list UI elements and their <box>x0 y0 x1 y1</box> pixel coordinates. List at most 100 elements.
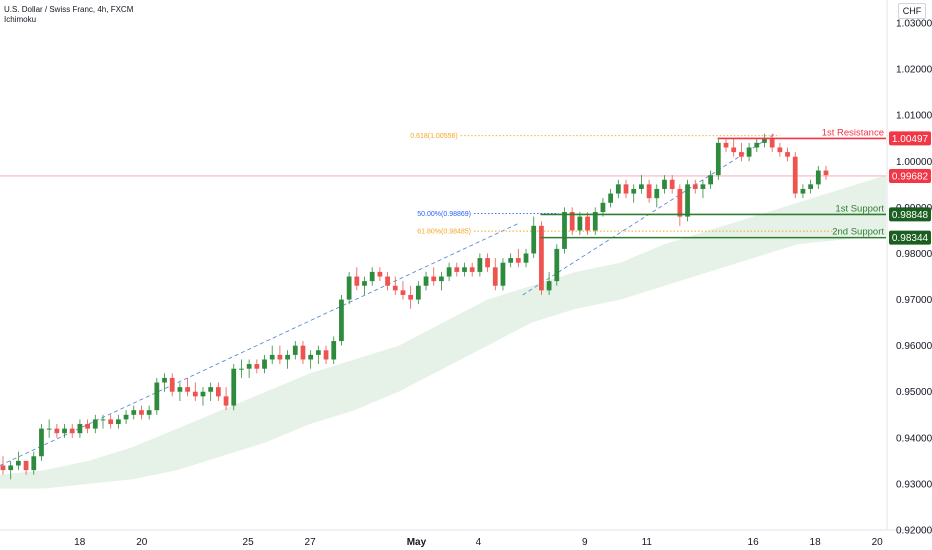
candle-body <box>654 188 660 199</box>
candle-body <box>246 364 252 369</box>
candle-body <box>208 387 214 392</box>
candle-body <box>539 225 544 291</box>
x-tick-label: 18 <box>74 537 86 548</box>
y-tick-label: 1.02000 <box>896 65 932 76</box>
candle-body <box>192 391 198 397</box>
candle-body <box>285 354 290 360</box>
x-tick-label: 20 <box>136 537 148 548</box>
candle-body <box>446 267 452 277</box>
price-tag-label: 0.98848 <box>892 210 929 221</box>
symbol-title: U.S. Dollar / Swiss Franc, 4h, FXCM <box>4 5 134 14</box>
candle-body <box>815 170 821 185</box>
candle-body <box>462 267 467 272</box>
candle-body <box>100 419 106 421</box>
candle-body <box>92 419 98 429</box>
level-name: 2nd Support <box>832 227 884 238</box>
price-tag-label: 1.00497 <box>892 134 929 145</box>
candle-body <box>115 419 121 424</box>
candle-body <box>562 212 567 249</box>
candle-body <box>108 419 114 424</box>
currency-button[interactable]: CHF <box>898 3 926 19</box>
time-axis[interactable]: 18 20 25 27 May 4 9 11 16 18 20 <box>74 537 883 548</box>
candle-body <box>800 188 806 194</box>
y-tick-label: 0.96000 <box>896 341 932 352</box>
candle-body <box>31 456 37 471</box>
candle-body <box>39 428 44 457</box>
candle-body <box>408 294 414 300</box>
candle-body <box>254 364 260 369</box>
y-tick-label: 1.00000 <box>896 157 932 168</box>
candle-body <box>154 382 160 411</box>
x-tick-label: 27 <box>305 537 317 548</box>
candle-body <box>139 410 144 415</box>
candle-body <box>569 212 575 231</box>
candle-body <box>485 258 490 268</box>
indicator-label[interactable]: Ichimoku <box>4 15 37 24</box>
candle-body <box>454 267 460 272</box>
y-tick-label: 0.94000 <box>896 433 932 444</box>
candle-body <box>377 271 383 277</box>
y-tick-label: 0.92000 <box>896 526 932 537</box>
price-tag <box>889 168 931 183</box>
candle-body <box>354 276 360 286</box>
candle-body <box>585 216 590 231</box>
candle-body <box>508 258 514 263</box>
candle-body <box>554 248 560 282</box>
candle-body <box>277 354 283 360</box>
candle-body <box>415 285 421 300</box>
candle-body <box>592 212 598 231</box>
candle-body <box>123 414 129 420</box>
candle-body <box>431 276 437 282</box>
candle-body <box>646 184 652 199</box>
ichimoku-cloud <box>0 175 886 489</box>
candle-body <box>162 377 167 383</box>
candle-body <box>577 216 583 231</box>
y-tick-label: 0.98000 <box>896 249 932 260</box>
candle-body <box>808 184 814 189</box>
candle-body <box>785 152 790 157</box>
candle-body <box>362 281 367 286</box>
cloud-area <box>0 175 886 489</box>
candle-body <box>739 152 744 157</box>
candle-body <box>477 258 483 272</box>
candle-body <box>231 368 237 406</box>
candle-body <box>515 258 521 263</box>
y-tick-label: 0.95000 <box>896 387 932 398</box>
price-tag <box>889 207 931 222</box>
candle-body <box>46 428 52 430</box>
candle-body <box>531 225 537 254</box>
candle-body <box>731 147 737 153</box>
trend-line <box>0 223 519 466</box>
candle-body <box>223 396 229 406</box>
candle-body <box>369 271 375 282</box>
candle-body <box>439 276 444 282</box>
candle-body <box>269 354 275 360</box>
support-resistance-levels: 1st Resistance 1st Support 2nd Support <box>540 127 886 239</box>
candle-body <box>185 387 190 392</box>
level-name: 1st Support <box>835 203 884 214</box>
candles <box>0 133 829 480</box>
guide-lines: 0.618(1.00556) 50.00%(0.98869) 61.80%(0.98… <box>0 133 886 466</box>
candle-body <box>385 276 390 286</box>
candle-body <box>792 156 798 194</box>
candle-body <box>215 387 221 397</box>
x-tick-label: 9 <box>582 537 588 548</box>
x-tick-label: 25 <box>243 537 255 548</box>
candle-body <box>239 368 244 370</box>
candle-body <box>677 188 683 217</box>
candle-body <box>146 410 152 415</box>
x-tick-label: May <box>407 537 427 548</box>
x-tick-label: 16 <box>748 537 760 548</box>
y-tick-label: 1.01000 <box>896 111 932 122</box>
candle-body <box>300 345 306 360</box>
candle-body <box>631 188 637 194</box>
candle-body <box>131 410 137 415</box>
x-tick-label: 20 <box>872 537 884 548</box>
x-tick-label: 4 <box>476 537 482 548</box>
candle-body <box>15 460 21 466</box>
candle-body <box>777 147 783 153</box>
price-tag <box>889 131 931 146</box>
fib-level-label: 50.00%(0.98869) <box>417 211 471 218</box>
price-axis[interactable]: 1.030001.020001.010001.000000.990000.980… <box>896 19 932 537</box>
